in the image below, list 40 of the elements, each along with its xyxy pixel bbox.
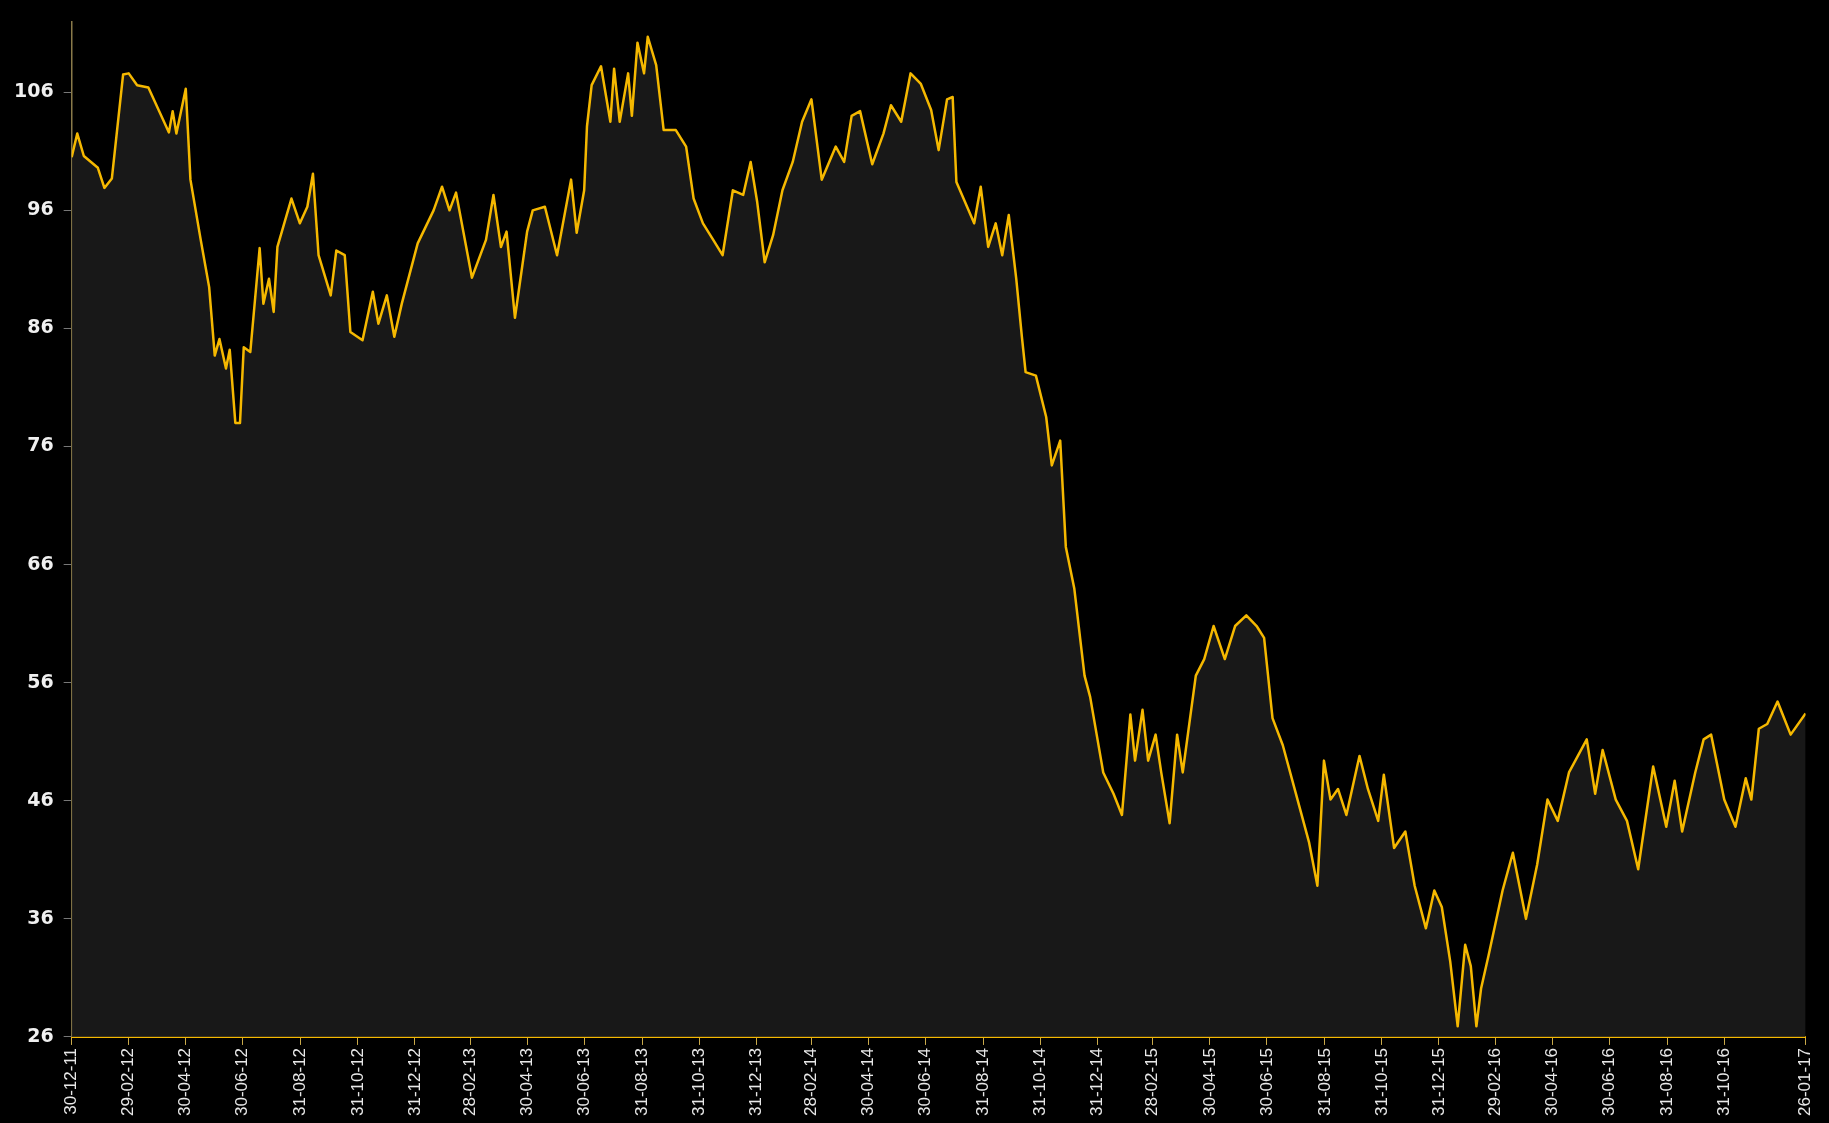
x-tick-label: 31-12-12 xyxy=(404,1047,424,1117)
x-tick-label: 28-02-15 xyxy=(1142,1047,1162,1117)
x-tick-label: 31-10-12 xyxy=(347,1047,367,1117)
y-tick-label: 26 xyxy=(27,1023,54,1046)
x-tick-label: 30-04-16 xyxy=(1541,1047,1561,1117)
y-tick-label: 76 xyxy=(27,433,54,456)
x-tick-label: 26-01-17 xyxy=(1795,1047,1815,1117)
x-tick-label: 31-10-16 xyxy=(1713,1047,1733,1117)
y-tick-label: 56 xyxy=(27,669,54,692)
x-tick-label: 31-08-14 xyxy=(973,1047,993,1117)
x-tick-label: 31-08-12 xyxy=(290,1047,310,1117)
x-tick-label: 28-02-14 xyxy=(801,1047,821,1117)
x-tick-label: 30-06-12 xyxy=(232,1047,252,1117)
x-tick-label: 28-02-13 xyxy=(459,1047,479,1117)
x-tick-label: 31-08-16 xyxy=(1656,1047,1676,1117)
x-tick-label: 31-10-13 xyxy=(688,1047,708,1117)
y-tick-label: 46 xyxy=(27,787,54,810)
y-tick-label: 86 xyxy=(27,315,54,338)
x-tick-label: 30-12-11 xyxy=(61,1047,81,1115)
y-tick-label: 36 xyxy=(27,905,54,928)
x-tick-label: 30-06-15 xyxy=(1256,1047,1276,1117)
x-tick-label: 31-12-14 xyxy=(1087,1047,1107,1117)
x-tick-label: 29-02-16 xyxy=(1484,1047,1504,1117)
y-tick-label: 96 xyxy=(27,197,54,220)
y-tick-label: 106 xyxy=(13,79,54,102)
x-tick-label: 31-10-14 xyxy=(1030,1047,1050,1117)
x-tick-label: 30-06-16 xyxy=(1598,1047,1618,1117)
x-tick-label: 30-06-13 xyxy=(573,1047,593,1117)
x-tick-label: 31-12-13 xyxy=(745,1047,765,1117)
x-tick-label: 31-12-15 xyxy=(1428,1047,1448,1117)
x-tick-label: 30-04-14 xyxy=(858,1047,878,1117)
x-tick-label: 29-02-12 xyxy=(118,1047,138,1117)
x-tick-label: 31-08-15 xyxy=(1314,1047,1334,1117)
x-tick-label: 30-04-12 xyxy=(175,1047,195,1117)
x-tick-label: 31-10-15 xyxy=(1371,1047,1391,1117)
x-tick-label: 30-06-14 xyxy=(915,1047,935,1117)
x-tick-label: 31-08-13 xyxy=(631,1047,651,1117)
x-tick-label: 30-04-15 xyxy=(1199,1047,1219,1117)
y-tick-label: 66 xyxy=(27,551,54,574)
x-tick-label: 30-04-13 xyxy=(516,1047,536,1117)
